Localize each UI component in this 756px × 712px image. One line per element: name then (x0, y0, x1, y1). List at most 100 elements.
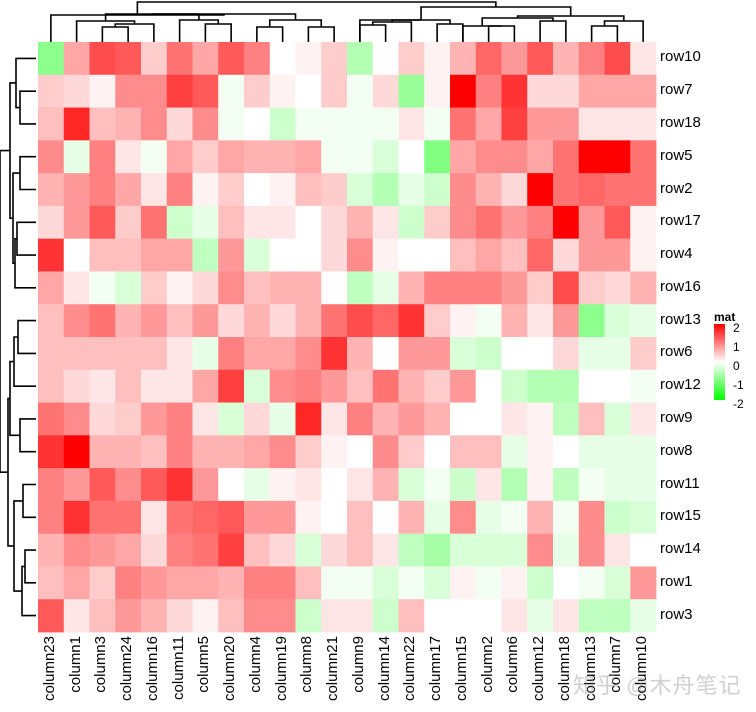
heatmap-cell (347, 140, 374, 174)
heatmap-cell (450, 238, 477, 272)
heatmap-cell (192, 107, 219, 141)
heatmap-cell (166, 599, 193, 633)
row-label: row17 (660, 212, 701, 230)
heatmap-cell (578, 533, 605, 567)
column-label: column22 (401, 636, 419, 702)
legend-title: mat (714, 310, 736, 324)
heatmap-cell (295, 402, 322, 436)
heatmap-cell (501, 107, 528, 141)
heatmap-cell (553, 566, 580, 600)
row-dendrogram (0, 57, 36, 617)
heatmap-cell (347, 107, 374, 141)
heatmap-cell (295, 533, 322, 567)
heatmap-cell (166, 107, 193, 141)
heatmap-cell (347, 533, 374, 567)
heatmap-cell (578, 42, 605, 76)
heatmap-cell (372, 500, 399, 535)
heatmap-cell (604, 173, 631, 207)
heatmap-cell (295, 468, 322, 502)
heatmap-cell (89, 402, 116, 436)
heatmap-cell (398, 205, 425, 240)
heatmap-cell (604, 74, 631, 108)
heatmap-cell (321, 468, 348, 502)
heatmap-cell (141, 238, 168, 272)
heatmap-cell (63, 173, 90, 207)
column-label: column21 (324, 636, 342, 702)
heatmap-cell (192, 140, 219, 174)
heatmap-cell (578, 271, 605, 305)
heatmap-cell (63, 402, 90, 436)
heatmap-cell (630, 173, 657, 207)
heatmap-cell (218, 304, 245, 338)
heatmap-cell (218, 173, 245, 207)
heatmap-cell (501, 42, 528, 76)
heatmap-cell (63, 304, 90, 338)
heatmap-cell (527, 42, 554, 76)
heatmap-cell (424, 369, 451, 403)
row-label: row18 (660, 113, 701, 131)
heatmap-cell (38, 369, 65, 403)
heatmap-cell (398, 337, 425, 371)
heatmap-cell (450, 500, 477, 535)
heatmap-cell (321, 566, 348, 600)
heatmap-cell (295, 74, 322, 108)
heatmap-cell (89, 468, 116, 502)
column-label: column9 (349, 636, 367, 693)
heatmap-cell (218, 74, 245, 108)
heatmap-cell (604, 42, 631, 76)
heatmap-cell (553, 402, 580, 436)
heatmap-cell (604, 500, 631, 535)
heatmap-cell (475, 205, 502, 240)
heatmap-cell (321, 500, 348, 535)
heatmap-cell (578, 435, 605, 469)
heatmap-cell (38, 74, 65, 108)
heatmap-cell (166, 304, 193, 338)
heatmap-cell (269, 304, 296, 338)
column-label: column4 (246, 636, 264, 693)
heatmap-cell (398, 74, 425, 108)
heatmap-cell (527, 369, 554, 403)
heatmap-cell (475, 173, 502, 207)
heatmap-cell (89, 566, 116, 600)
heatmap-cell (269, 238, 296, 272)
heatmap-cell (321, 74, 348, 108)
heatmap-cell (372, 173, 399, 207)
heatmap-cell (141, 140, 168, 174)
heatmap-cell (244, 435, 271, 469)
heatmap-cell (424, 173, 451, 207)
heatmap-cell (269, 337, 296, 371)
heatmap-cell (578, 566, 605, 600)
heatmap-cell (501, 271, 528, 305)
heatmap-cell (115, 599, 142, 633)
heatmap-cell (321, 271, 348, 305)
heatmap-cell (527, 599, 554, 633)
heatmap-cell (89, 238, 116, 272)
heatmap-cell (372, 533, 399, 567)
heatmap-cell (398, 566, 425, 600)
heatmap-cell (115, 271, 142, 305)
heatmap-cell (115, 140, 142, 174)
heatmap-cell (295, 369, 322, 403)
heatmap-cell (475, 566, 502, 600)
heatmap-cell (527, 566, 554, 600)
column-label: column5 (195, 636, 213, 693)
heatmap-cell (295, 205, 322, 240)
heatmap-cell (372, 42, 399, 76)
heatmap-cell (424, 599, 451, 633)
heatmap-cell (295, 337, 322, 371)
heatmap-cell (218, 140, 245, 174)
heatmap-cell (269, 271, 296, 305)
heatmap-cell (115, 435, 142, 469)
heatmap-cell (424, 271, 451, 305)
heatmap-cell (527, 435, 554, 469)
legend-tick-label: 0 (733, 359, 740, 373)
heatmap-cell (501, 304, 528, 338)
heatmap-cell (38, 271, 65, 305)
heatmap-cell (372, 304, 399, 338)
heatmap-cell (192, 304, 219, 338)
heatmap-cell (321, 42, 348, 76)
heatmap-cell (501, 74, 528, 108)
heatmap-cell (218, 271, 245, 305)
heatmap-cell (475, 533, 502, 567)
heatmap-cell (450, 369, 477, 403)
